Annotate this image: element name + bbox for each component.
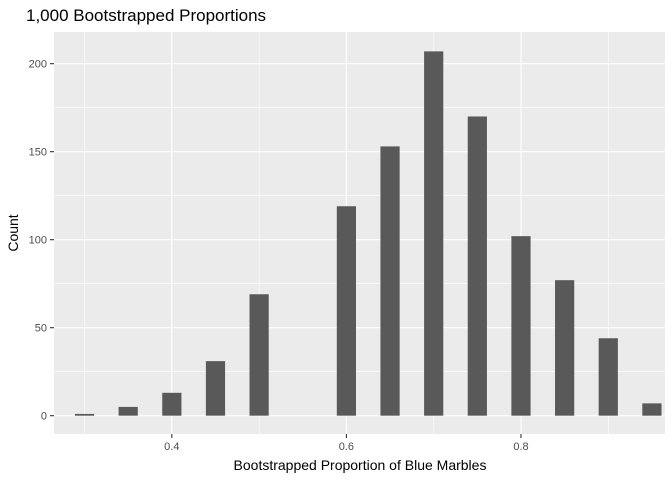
chart-title: 1,000 Bootstrapped Proportions [26, 6, 266, 25]
histogram-bar [336, 206, 357, 416]
histogram-bar [467, 116, 487, 416]
histogram-bar [642, 403, 662, 416]
axes: 0.4 0.6 0.8 0 50 100 150 200 [29, 59, 529, 453]
y-tick-label: 50 [35, 323, 47, 335]
y-tick-label: 0 [41, 411, 47, 423]
histogram-bar [249, 294, 269, 416]
histogram-bar [74, 413, 95, 416]
histogram-bar [424, 51, 444, 416]
x-tick-label: 0.8 [513, 441, 528, 453]
y-tick-label: 100 [29, 235, 47, 247]
histogram-bar [511, 236, 531, 416]
bars [74, 51, 662, 416]
y-tick-label: 200 [29, 59, 47, 71]
histogram-bar [162, 392, 182, 416]
x-axis-title: Bootstrapped Proportion of Blue Marbles [234, 457, 487, 473]
x-tick-label: 0.6 [339, 441, 354, 453]
histogram-bar [380, 146, 400, 416]
x-tick-label: 0.4 [164, 441, 179, 453]
histogram-bar [555, 280, 575, 416]
histogram-bar [205, 361, 226, 416]
histogram-bar [598, 338, 618, 416]
histogram-bar [118, 406, 138, 416]
y-tick-label: 150 [29, 147, 47, 159]
y-axis-title: Count [5, 214, 21, 251]
